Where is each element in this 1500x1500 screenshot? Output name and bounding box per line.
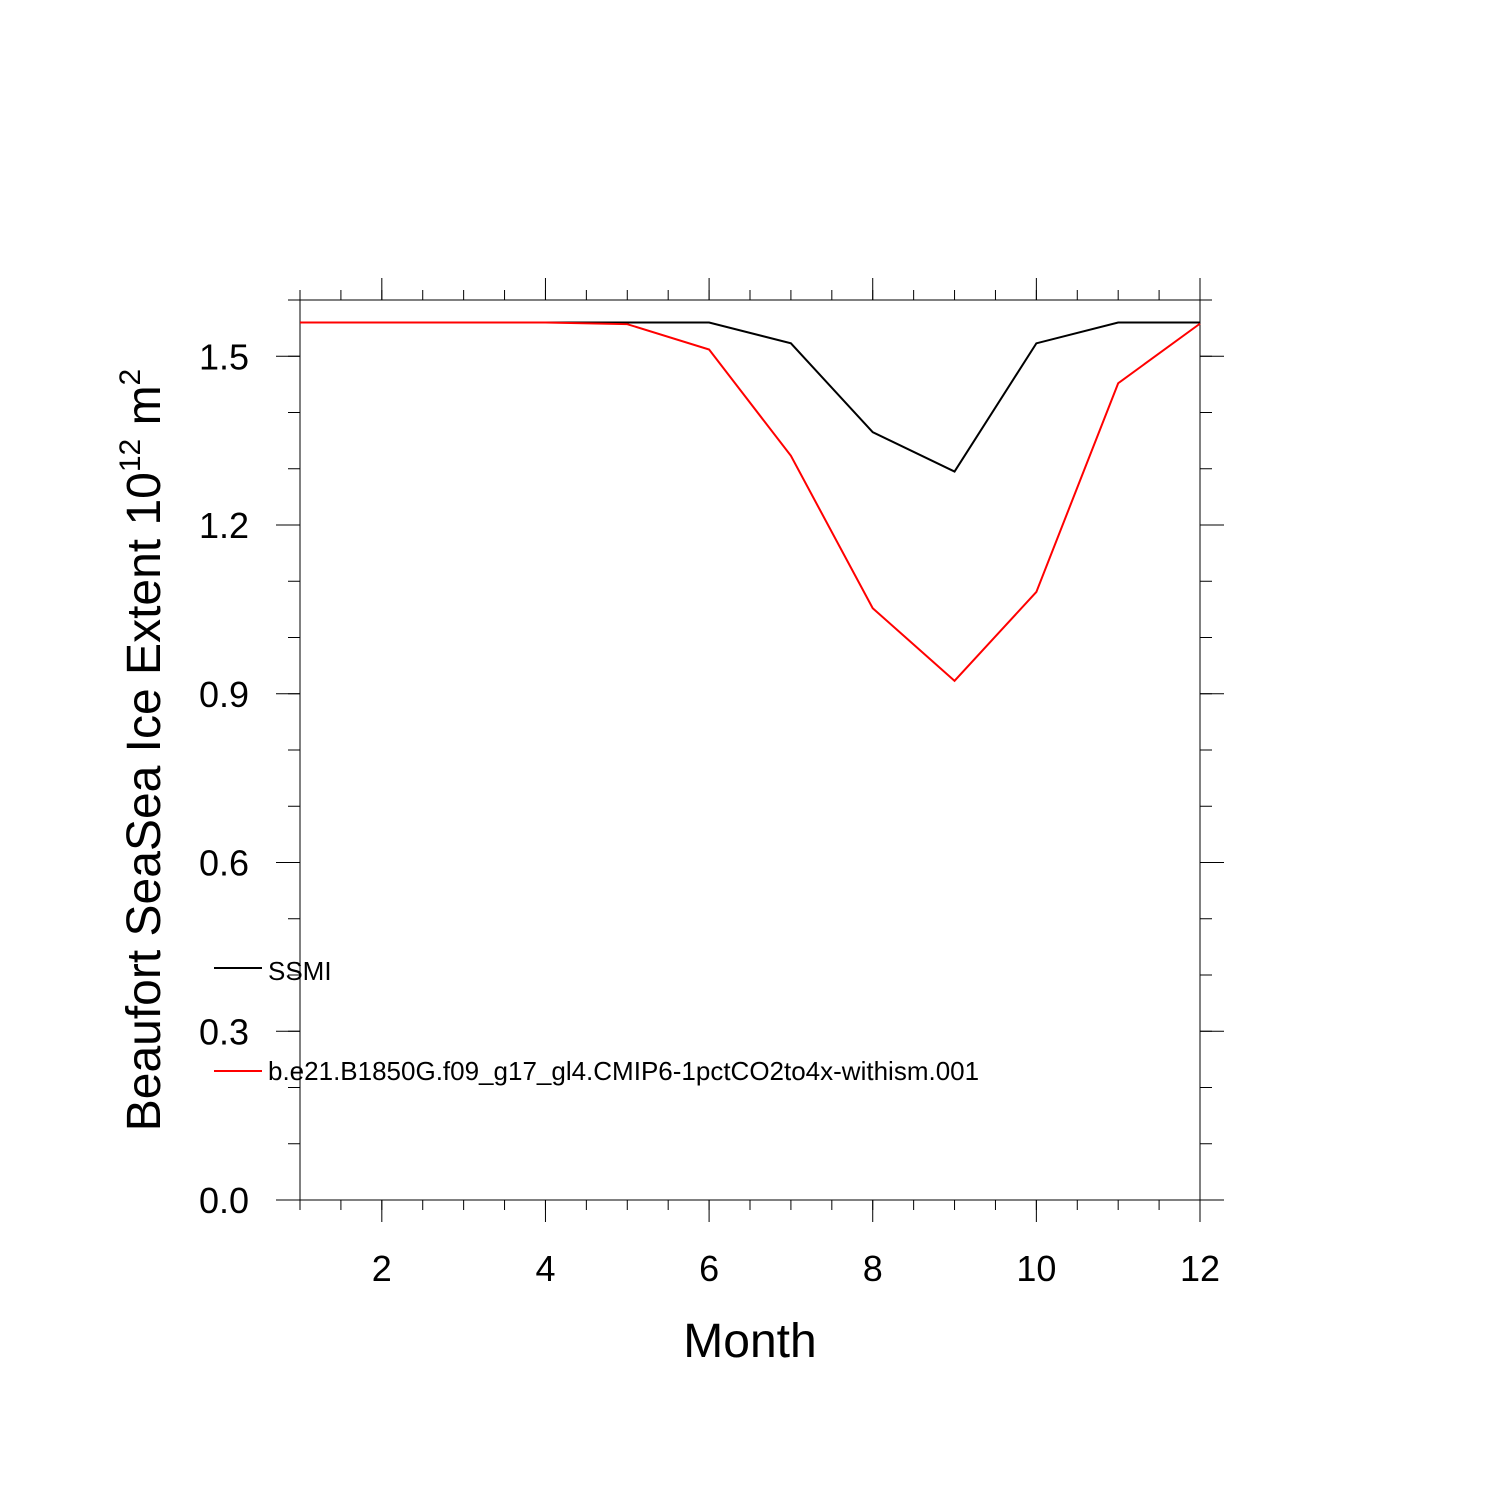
y-tick-label: 0.0 — [199, 1180, 249, 1221]
legend-label-ssmi: SSMI — [268, 956, 332, 986]
x-tick-label: 4 — [535, 1248, 555, 1289]
legend: SSMI b.e21.B1850G.f09_g17_gl4.CMIP6-1pct… — [214, 956, 979, 1086]
legend-label-model-run: b.e21.B1850G.f09_g17_gl4.CMIP6-1pctCO2to… — [268, 1056, 979, 1086]
series-group — [300, 321, 1201, 683]
y-axis-title-exponent-2: 2 — [114, 369, 147, 386]
y-axis-title-exponent-1: 12 — [114, 439, 147, 472]
x-tick-label: 8 — [863, 1248, 883, 1289]
y-tick-label: 0.9 — [199, 674, 249, 715]
y-tick-label: 1.5 — [199, 336, 249, 377]
plot-frame — [299, 299, 1201, 1201]
y-axis-title-unit: m — [118, 385, 171, 438]
major-ticks — [276, 278, 1224, 1222]
y-tick-label: 0.3 — [199, 1011, 249, 1052]
x-tick-labels: 2 4 6 8 10 12 — [372, 1248, 1220, 1289]
y-tick-label: 0.6 — [199, 843, 249, 884]
y-tick-label: 1.2 — [199, 505, 249, 546]
y-tick-labels: 0.0 0.3 0.6 0.9 1.2 1.5 — [199, 336, 249, 1221]
series-line-model-run — [300, 321, 1201, 683]
x-axis-title: Month — [683, 1315, 816, 1368]
x-tick-label: 12 — [1180, 1248, 1220, 1289]
x-tick-label: 2 — [372, 1248, 392, 1289]
y-axis-title: Beaufort SeaSea Ice Extent 1012 m2 — [114, 369, 171, 1132]
series-line-ssmi — [300, 321, 1200, 473]
x-tick-label: 6 — [699, 1248, 719, 1289]
y-axis-title-text: Beaufort SeaSea Ice Extent 10 — [118, 472, 171, 1131]
x-tick-label: 10 — [1016, 1248, 1056, 1289]
